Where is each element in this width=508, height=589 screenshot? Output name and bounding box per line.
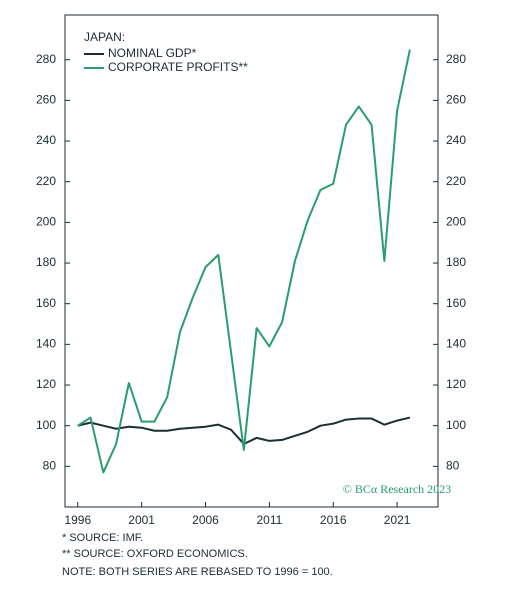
x-tick-label: 2021 bbox=[384, 513, 411, 527]
y2-tick-label: 140 bbox=[446, 337, 466, 351]
y-tick-label: 120 bbox=[36, 377, 56, 391]
y2-tick-label: 180 bbox=[446, 255, 466, 269]
y-tick-label: 200 bbox=[36, 215, 56, 229]
x-tick-label: 2016 bbox=[320, 513, 347, 527]
footnote: NOTE: BOTH SERIES ARE REBASED TO 1996 = … bbox=[62, 566, 333, 578]
y2-tick-label: 260 bbox=[446, 93, 466, 107]
y-tick-label: 180 bbox=[36, 255, 56, 269]
series-line bbox=[77, 49, 411, 474]
y2-tick-label: 200 bbox=[446, 215, 466, 229]
legend-title: JAPAN: bbox=[84, 30, 125, 44]
y-tick-label: 80 bbox=[43, 459, 57, 473]
legend-label: CORPORATE PROFITS** bbox=[108, 60, 248, 74]
x-tick-label: 1996 bbox=[64, 513, 91, 527]
y-tick-label: 140 bbox=[36, 337, 56, 351]
watermark: © BCα Research 2023 bbox=[343, 482, 451, 496]
x-tick-label: 2011 bbox=[256, 513, 282, 527]
y2-tick-label: 220 bbox=[446, 174, 466, 188]
footnote: ** SOURCE: OXFORD ECONOMICS. bbox=[62, 548, 248, 560]
y2-tick-label: 100 bbox=[446, 418, 466, 432]
y-tick-label: 100 bbox=[36, 418, 56, 432]
plot-frame bbox=[64, 14, 439, 508]
footnote: * SOURCE: IMF. bbox=[62, 532, 143, 544]
series-line bbox=[77, 416, 411, 445]
y2-tick-label: 240 bbox=[446, 133, 466, 147]
y-tick-label: 240 bbox=[36, 133, 56, 147]
y2-tick-label: 280 bbox=[446, 52, 466, 66]
y-tick-label: 220 bbox=[36, 174, 56, 188]
x-tick-label: 2001 bbox=[128, 513, 155, 527]
legend-label: NOMINAL GDP* bbox=[108, 46, 197, 60]
y-tick-label: 160 bbox=[36, 296, 56, 310]
y-tick-label: 260 bbox=[36, 93, 56, 107]
x-tick-label: 2006 bbox=[192, 513, 219, 527]
y2-tick-label: 80 bbox=[446, 459, 460, 473]
y2-tick-label: 160 bbox=[446, 296, 466, 310]
y-tick-label: 280 bbox=[36, 52, 56, 66]
y2-tick-label: 120 bbox=[446, 377, 466, 391]
